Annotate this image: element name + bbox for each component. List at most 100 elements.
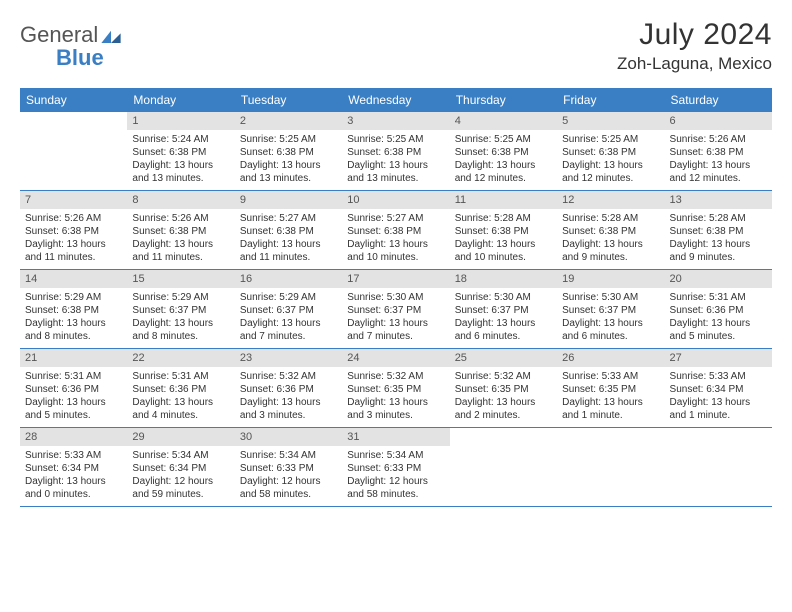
brand-part1: General: [20, 22, 98, 47]
title-block: July 2024 Zoh-Laguna, Mexico: [617, 18, 772, 74]
day-body: Sunrise: 5:28 AMSunset: 6:38 PMDaylight:…: [665, 209, 772, 268]
day-number: 5: [557, 112, 664, 130]
day-cell: 15Sunrise: 5:29 AMSunset: 6:37 PMDayligh…: [127, 270, 234, 348]
daylight-text-1: Daylight: 13 hours: [240, 396, 337, 409]
daylight-text-2: and 11 minutes.: [25, 251, 122, 264]
sunrise-text: Sunrise: 5:34 AM: [347, 449, 444, 462]
day-cell: 9Sunrise: 5:27 AMSunset: 6:38 PMDaylight…: [235, 191, 342, 269]
daylight-text-2: and 8 minutes.: [132, 330, 229, 343]
day-number: 10: [342, 191, 449, 209]
day-header-sat: Saturday: [665, 88, 772, 112]
sunrise-text: Sunrise: 5:27 AM: [347, 212, 444, 225]
daylight-text-2: and 12 minutes.: [562, 172, 659, 185]
daylight-text-1: Daylight: 12 hours: [240, 475, 337, 488]
location-label: Zoh-Laguna, Mexico: [617, 54, 772, 74]
daylight-text-2: and 13 minutes.: [347, 172, 444, 185]
day-cell: 17Sunrise: 5:30 AMSunset: 6:37 PMDayligh…: [342, 270, 449, 348]
day-body: Sunrise: 5:33 AMSunset: 6:34 PMDaylight:…: [665, 367, 772, 426]
sunrise-text: Sunrise: 5:33 AM: [25, 449, 122, 462]
day-cell: 20Sunrise: 5:31 AMSunset: 6:36 PMDayligh…: [665, 270, 772, 348]
day-number: 4: [450, 112, 557, 130]
week-row: 21Sunrise: 5:31 AMSunset: 6:36 PMDayligh…: [20, 349, 772, 428]
sunset-text: Sunset: 6:38 PM: [455, 225, 552, 238]
brand-logo: GeneralBlue: [20, 18, 121, 69]
empty-day-cell: [557, 428, 664, 506]
daylight-text-2: and 12 minutes.: [455, 172, 552, 185]
sunset-text: Sunset: 6:36 PM: [670, 304, 767, 317]
sunrise-text: Sunrise: 5:25 AM: [240, 133, 337, 146]
daylight-text-2: and 1 minute.: [670, 409, 767, 422]
sunrise-text: Sunrise: 5:31 AM: [132, 370, 229, 383]
sunrise-text: Sunrise: 5:28 AM: [670, 212, 767, 225]
day-number: 6: [665, 112, 772, 130]
sunrise-text: Sunrise: 5:30 AM: [455, 291, 552, 304]
daylight-text-2: and 13 minutes.: [240, 172, 337, 185]
day-body: Sunrise: 5:29 AMSunset: 6:37 PMDaylight:…: [235, 288, 342, 347]
day-cell: 21Sunrise: 5:31 AMSunset: 6:36 PMDayligh…: [20, 349, 127, 427]
empty-day-cell: [665, 428, 772, 506]
day-body: Sunrise: 5:27 AMSunset: 6:38 PMDaylight:…: [235, 209, 342, 268]
day-body: Sunrise: 5:25 AMSunset: 6:38 PMDaylight:…: [342, 130, 449, 189]
day-number: 20: [665, 270, 772, 288]
daylight-text-2: and 10 minutes.: [347, 251, 444, 264]
day-cell: 22Sunrise: 5:31 AMSunset: 6:36 PMDayligh…: [127, 349, 234, 427]
day-cell: 25Sunrise: 5:32 AMSunset: 6:35 PMDayligh…: [450, 349, 557, 427]
day-body: Sunrise: 5:34 AMSunset: 6:34 PMDaylight:…: [127, 446, 234, 505]
sunset-text: Sunset: 6:38 PM: [25, 304, 122, 317]
daylight-text-1: Daylight: 13 hours: [347, 317, 444, 330]
daylight-text-1: Daylight: 13 hours: [562, 317, 659, 330]
sunset-text: Sunset: 6:38 PM: [670, 225, 767, 238]
day-number: 14: [20, 270, 127, 288]
sunrise-text: Sunrise: 5:29 AM: [132, 291, 229, 304]
daylight-text-2: and 0 minutes.: [25, 488, 122, 501]
day-body: Sunrise: 5:32 AMSunset: 6:36 PMDaylight:…: [235, 367, 342, 426]
day-cell: 5Sunrise: 5:25 AMSunset: 6:38 PMDaylight…: [557, 112, 664, 190]
day-number: 25: [450, 349, 557, 367]
day-number: 19: [557, 270, 664, 288]
sunset-text: Sunset: 6:35 PM: [455, 383, 552, 396]
daylight-text-2: and 58 minutes.: [240, 488, 337, 501]
daylight-text-2: and 5 minutes.: [670, 330, 767, 343]
daylight-text-1: Daylight: 13 hours: [25, 475, 122, 488]
daylight-text-1: Daylight: 13 hours: [562, 396, 659, 409]
daylight-text-1: Daylight: 13 hours: [240, 317, 337, 330]
daylight-text-2: and 9 minutes.: [670, 251, 767, 264]
day-number: 31: [342, 428, 449, 446]
sunrise-text: Sunrise: 5:26 AM: [25, 212, 122, 225]
day-body: Sunrise: 5:26 AMSunset: 6:38 PMDaylight:…: [665, 130, 772, 189]
day-number: 22: [127, 349, 234, 367]
daylight-text-1: Daylight: 13 hours: [455, 396, 552, 409]
day-number: 28: [20, 428, 127, 446]
day-body: Sunrise: 5:34 AMSunset: 6:33 PMDaylight:…: [235, 446, 342, 505]
day-header-row: Sunday Monday Tuesday Wednesday Thursday…: [20, 88, 772, 112]
sunset-text: Sunset: 6:37 PM: [347, 304, 444, 317]
daylight-text-1: Daylight: 13 hours: [347, 159, 444, 172]
day-header-fri: Friday: [557, 88, 664, 112]
day-cell: 8Sunrise: 5:26 AMSunset: 6:38 PMDaylight…: [127, 191, 234, 269]
sunset-text: Sunset: 6:37 PM: [455, 304, 552, 317]
day-body: Sunrise: 5:28 AMSunset: 6:38 PMDaylight:…: [450, 209, 557, 268]
day-cell: 2Sunrise: 5:25 AMSunset: 6:38 PMDaylight…: [235, 112, 342, 190]
sunset-text: Sunset: 6:38 PM: [25, 225, 122, 238]
day-number: 1: [127, 112, 234, 130]
day-header-tue: Tuesday: [235, 88, 342, 112]
daylight-text-1: Daylight: 13 hours: [25, 238, 122, 251]
day-number: 30: [235, 428, 342, 446]
day-number: 17: [342, 270, 449, 288]
daylight-text-1: Daylight: 13 hours: [670, 396, 767, 409]
daylight-text-1: Daylight: 13 hours: [132, 317, 229, 330]
day-cell: 31Sunrise: 5:34 AMSunset: 6:33 PMDayligh…: [342, 428, 449, 506]
day-number: 7: [20, 191, 127, 209]
daylight-text-1: Daylight: 13 hours: [347, 238, 444, 251]
day-number: 15: [127, 270, 234, 288]
day-cell: 4Sunrise: 5:25 AMSunset: 6:38 PMDaylight…: [450, 112, 557, 190]
daylight-text-2: and 7 minutes.: [240, 330, 337, 343]
daylight-text-1: Daylight: 13 hours: [670, 159, 767, 172]
daylight-text-2: and 3 minutes.: [240, 409, 337, 422]
sunset-text: Sunset: 6:38 PM: [240, 225, 337, 238]
sunrise-text: Sunrise: 5:28 AM: [455, 212, 552, 225]
sunset-text: Sunset: 6:34 PM: [132, 462, 229, 475]
sunset-text: Sunset: 6:36 PM: [25, 383, 122, 396]
day-number: 16: [235, 270, 342, 288]
daylight-text-1: Daylight: 13 hours: [132, 396, 229, 409]
